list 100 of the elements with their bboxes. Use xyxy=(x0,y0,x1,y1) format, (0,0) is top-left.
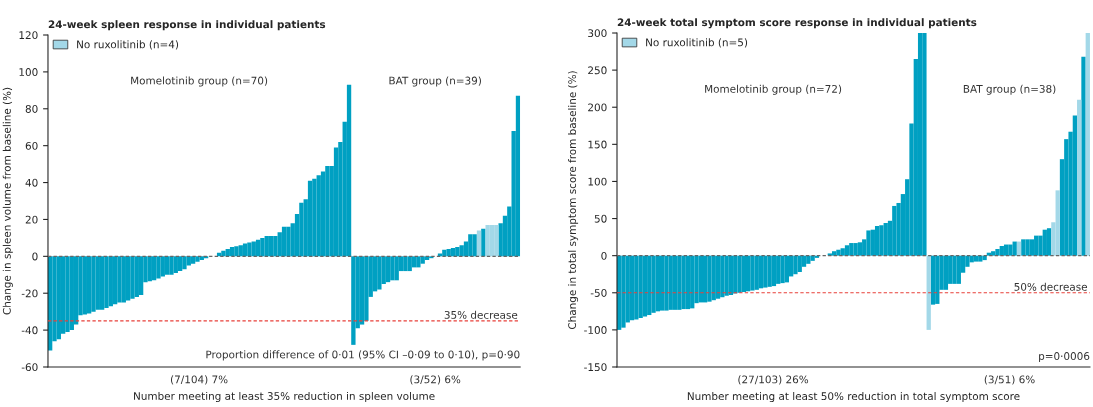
ref-line-label: 50% decrease xyxy=(1014,282,1088,291)
bar xyxy=(720,255,725,298)
bar xyxy=(771,255,777,287)
bar xyxy=(892,205,897,256)
bar xyxy=(221,250,226,257)
bar xyxy=(1046,228,1052,256)
bar xyxy=(307,180,313,257)
y-tick-label: -50 xyxy=(590,289,607,297)
bar xyxy=(195,256,200,262)
bar xyxy=(281,226,287,257)
bar xyxy=(776,255,781,284)
bar xyxy=(711,255,716,301)
ref-line-label: 35% decrease xyxy=(444,310,518,319)
bar xyxy=(134,256,139,297)
bar xyxy=(917,33,923,256)
bar xyxy=(312,178,317,257)
annotation: BAT group (n=38) xyxy=(963,84,1056,95)
bar xyxy=(982,255,987,261)
y-tick-label: 40 xyxy=(25,178,38,187)
bar xyxy=(999,246,1004,256)
bar xyxy=(99,256,105,310)
bar xyxy=(108,256,113,307)
y-tick-label: 100 xyxy=(19,68,38,76)
bar xyxy=(952,255,957,284)
y-tick-label: -20 xyxy=(21,289,38,298)
bar xyxy=(459,245,464,257)
x-axis-title: Number meeting at least 50% reduction in total symptom score xyxy=(687,392,1020,403)
bar xyxy=(707,255,712,302)
annotation: Proportion difference of 0·01 (95% CI –0·09 to 0·10), p=0·90 xyxy=(206,350,520,361)
bar xyxy=(995,248,1000,256)
bar xyxy=(112,256,118,305)
bar xyxy=(784,255,789,283)
text: (3/51) 6% xyxy=(984,375,1035,385)
bar xyxy=(1081,56,1086,256)
bar xyxy=(238,245,243,257)
y-tick-label: 200 xyxy=(588,103,607,112)
bar xyxy=(634,255,639,320)
y-axis-title: Change in total symptom score from baseline (%) xyxy=(568,71,579,330)
bar xyxy=(844,245,850,256)
bar xyxy=(724,255,729,296)
bar xyxy=(65,256,70,332)
bar xyxy=(156,256,161,279)
bar xyxy=(86,256,92,314)
bar xyxy=(390,256,395,281)
bar xyxy=(394,256,399,281)
bar xyxy=(260,237,265,257)
bar xyxy=(364,256,369,321)
bar xyxy=(182,256,187,270)
bar xyxy=(82,256,87,315)
bar xyxy=(273,236,278,257)
bar xyxy=(694,255,699,304)
bar xyxy=(836,249,841,256)
bar xyxy=(264,236,269,257)
bar xyxy=(169,256,174,275)
bar xyxy=(922,33,927,256)
bar xyxy=(741,255,746,293)
bar xyxy=(190,256,196,264)
bar xyxy=(286,226,291,257)
bar xyxy=(1008,244,1013,256)
bar xyxy=(935,255,940,304)
bar xyxy=(810,255,815,261)
bar xyxy=(377,256,382,290)
bar xyxy=(91,256,96,312)
bar xyxy=(299,202,304,257)
bar xyxy=(515,95,521,257)
bar xyxy=(117,256,122,303)
bar xyxy=(186,256,191,266)
bar xyxy=(745,255,751,292)
y-tick-label: 300 xyxy=(588,29,607,38)
bar xyxy=(806,255,811,264)
bar xyxy=(121,256,126,303)
bar xyxy=(481,228,486,257)
annotation: BAT group (n=39) xyxy=(389,76,481,87)
y-tick-label: 150 xyxy=(588,140,607,149)
bar xyxy=(874,225,880,256)
bar xyxy=(325,165,330,257)
bar xyxy=(655,255,660,312)
bar xyxy=(442,249,447,257)
bar xyxy=(728,255,734,295)
bar xyxy=(883,223,888,256)
x-axis-title: Number meeting at least 35% reduction in spleen volume xyxy=(134,391,435,402)
bar xyxy=(629,255,635,321)
bar xyxy=(485,224,490,257)
bar xyxy=(973,255,979,262)
y-tick-label: 20 xyxy=(25,215,38,224)
bar xyxy=(1025,239,1030,256)
bar xyxy=(926,255,931,330)
bar xyxy=(672,255,678,310)
bar xyxy=(489,224,495,257)
y-tick-label: -100 xyxy=(584,326,607,334)
bar xyxy=(1055,190,1060,256)
text: (27/103) 26% xyxy=(738,375,809,385)
bar xyxy=(173,256,178,273)
bar xyxy=(797,255,802,272)
bar xyxy=(763,255,768,288)
bar xyxy=(268,236,274,257)
bar xyxy=(95,256,100,310)
bar xyxy=(651,255,656,313)
annotation: p=0·0006 xyxy=(1039,352,1090,363)
bar xyxy=(242,243,248,257)
